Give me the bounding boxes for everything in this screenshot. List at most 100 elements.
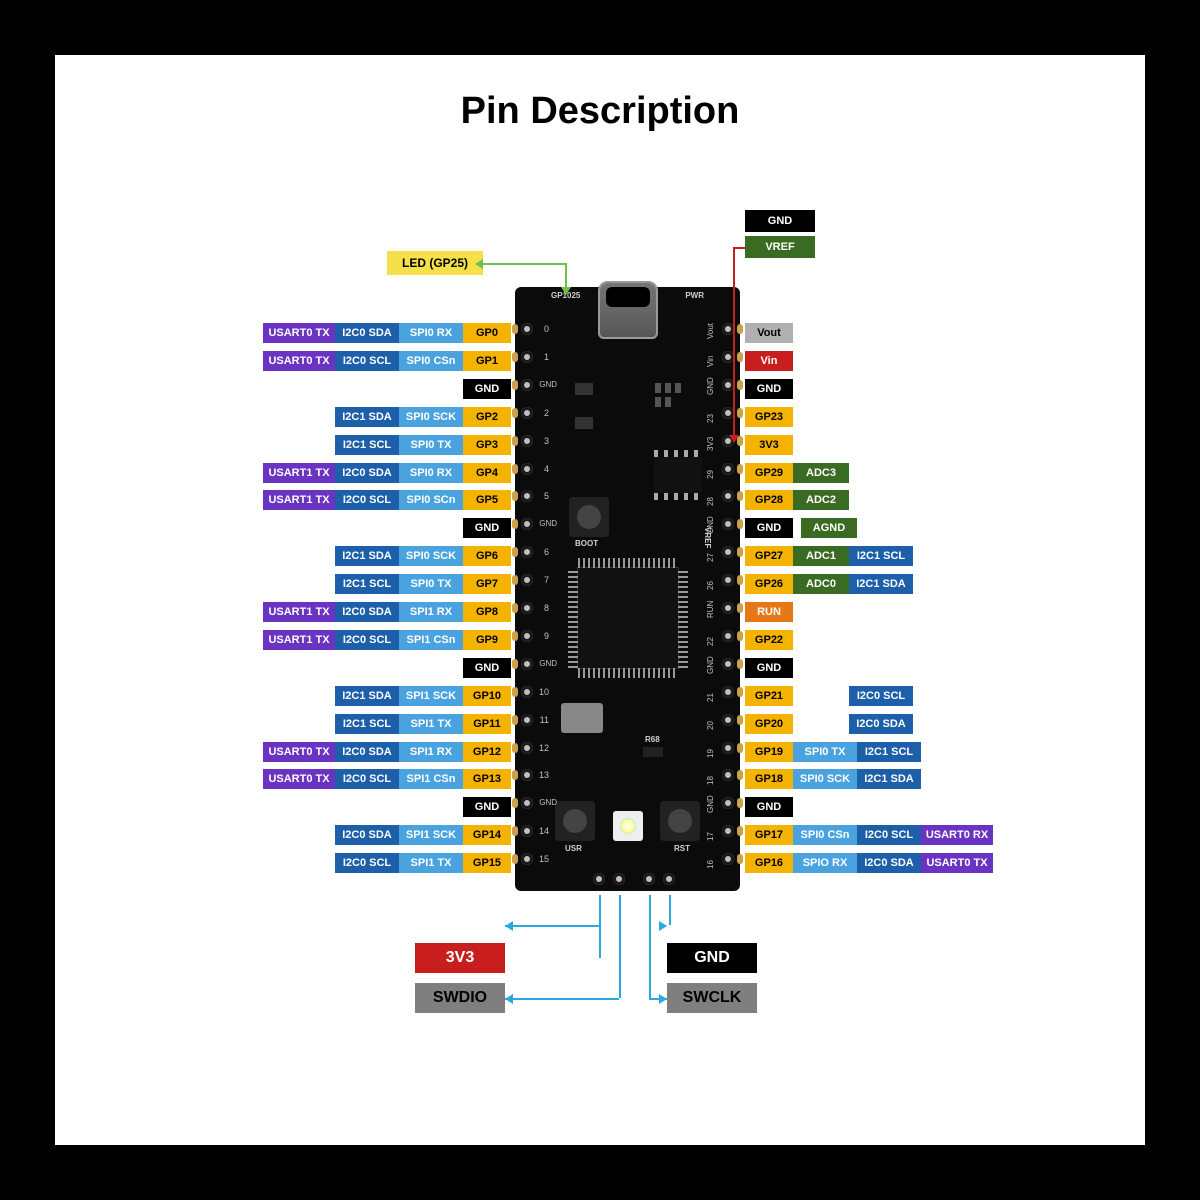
pinhole: [521, 825, 533, 837]
pinhole: [521, 379, 533, 391]
left-row: GP12SPI1 RXI2C0 SDAUSART0 TX: [263, 742, 511, 762]
swd-arrow-line: [619, 925, 621, 998]
pinhole: [722, 574, 734, 586]
castellation: [737, 659, 743, 669]
pin-silk-number: 21: [706, 684, 720, 702]
swd-label: SWCLK: [667, 983, 757, 1013]
castellation: [512, 854, 518, 864]
pin-func-i2c: I2C1 SCL: [857, 742, 921, 762]
pin-func-gnd: GND: [463, 379, 511, 399]
pin-func-i2c: I2C1 SDA: [335, 686, 399, 706]
silk-rst: RST: [674, 844, 690, 853]
castellation: [737, 575, 743, 585]
pin-func-i2c: I2C0 SCL: [335, 351, 399, 371]
crystal: [561, 703, 603, 733]
led-arrow-head: [475, 259, 483, 269]
vref-arrow-line: [733, 247, 735, 435]
pin-func-spi: SPI0 SCK: [399, 407, 463, 427]
swd-arrow-head: [659, 994, 667, 1004]
pin-silk-number: 11: [535, 715, 549, 725]
pin-func-gpio: GP29: [745, 463, 793, 483]
pin-silk-number: 15: [535, 854, 549, 864]
pin-func-adc: ADC0: [793, 574, 849, 594]
pin-func-gpio: GP18: [745, 769, 793, 789]
pin-func-i2c: I2C0 SCL: [849, 686, 913, 706]
pinhole: [521, 714, 533, 726]
castellation: [512, 715, 518, 725]
left-row: GND: [463, 518, 511, 538]
pin-silk-number: Vin: [706, 349, 720, 367]
castellation: [512, 798, 518, 808]
swd-arrow-line: [505, 998, 619, 1000]
pin-silk-number: 7: [535, 575, 549, 585]
left-row: GP5SPI0 SCnI2C0 SCLUSART1 TX: [263, 490, 511, 510]
right-row: GP20I2C0 SDA: [745, 714, 913, 734]
pin-silk-number: 6: [535, 547, 549, 557]
castellation: [737, 687, 743, 697]
pin-func-gpio: GP15: [463, 853, 511, 873]
pin-func-gpio: GP26: [745, 574, 793, 594]
castellation: [512, 436, 518, 446]
pinhole: [521, 686, 533, 698]
castellation: [737, 798, 743, 808]
pin-func-gpio: GP16: [745, 853, 793, 873]
castellation: [737, 715, 743, 725]
pin-silk-number: GND: [706, 656, 720, 674]
swd-hole: [663, 873, 675, 885]
pin-func-gpio: GP22: [745, 630, 793, 650]
pin-silk-number: 18: [706, 767, 720, 785]
right-row: GP29ADC3: [745, 463, 849, 483]
pin-silk-number: GND: [535, 798, 557, 807]
castellation: [512, 491, 518, 501]
right-row: GP27ADC1I2C1 SCL: [745, 546, 913, 566]
right-row: GP17SPI0 CSnI2C0 SCLUSART0 RX: [745, 825, 993, 845]
right-row: GND: [745, 379, 793, 399]
left-row: GP0SPI0 RXI2C0 SDAUSART0 TX: [263, 323, 511, 343]
pin-func-i2c: I2C1 SCL: [335, 435, 399, 455]
pin-func-gpio: GP0: [463, 323, 511, 343]
rst-button[interactable]: [660, 801, 700, 841]
pin-func-gpio: GP4: [463, 463, 511, 483]
pin-func-spi: SPI1 RX: [399, 742, 463, 762]
pinhole: [722, 769, 734, 781]
castellation: [737, 324, 743, 334]
right-row: GP22: [745, 630, 793, 650]
swd-arrow-line: [599, 925, 601, 958]
left-row: GP9SPI1 CSnI2C0 SCLUSART1 TX: [263, 630, 511, 650]
pin-func-i2c: I2C1 SDA: [335, 546, 399, 566]
pin-func-i2c: I2C1 SCL: [335, 714, 399, 734]
right-row: GP26ADC0I2C1 SDA: [745, 574, 913, 594]
pin-func-gnd: GND: [463, 797, 511, 817]
pin-func-usart: USART1 TX: [263, 463, 335, 483]
castellation: [737, 547, 743, 557]
castellation: [512, 352, 518, 362]
pinhole: [722, 490, 734, 502]
castellation: [737, 491, 743, 501]
smd: [675, 383, 681, 393]
smd: [665, 397, 671, 407]
pin-silk-number: 10: [535, 687, 549, 697]
pin-func-spi: SPI1 TX: [399, 714, 463, 734]
left-row: GND: [463, 658, 511, 678]
page-title: Pin Description: [55, 90, 1145, 133]
pin-silk-number: GND: [706, 795, 720, 813]
pin-func-i2c: I2C0 SCL: [335, 490, 399, 510]
pin-func-usart: USART0 TX: [921, 853, 993, 873]
boot-button[interactable]: [569, 497, 609, 537]
swd-arrow-line: [505, 925, 599, 927]
castellation: [512, 324, 518, 334]
pin-func-gpio: GP28: [745, 490, 793, 510]
silk-boot: BOOT: [575, 539, 598, 548]
left-row: GND: [463, 379, 511, 399]
castellation: [512, 464, 518, 474]
right-row: GP18SPI0 SCKI2C1 SDA: [745, 769, 921, 789]
smd: [575, 417, 593, 429]
pin-func-i2c: I2C0 SCL: [335, 853, 399, 873]
left-row: GP3SPI0 TXI2C1 SCL: [335, 435, 511, 455]
pinhole: [722, 463, 734, 475]
pin-func-spi: SPI0 SCK: [793, 769, 857, 789]
smd: [575, 383, 593, 395]
pin-func-i2c: I2C1 SDA: [335, 407, 399, 427]
usr-button[interactable]: [555, 801, 595, 841]
swd-arrow-line: [649, 925, 651, 998]
